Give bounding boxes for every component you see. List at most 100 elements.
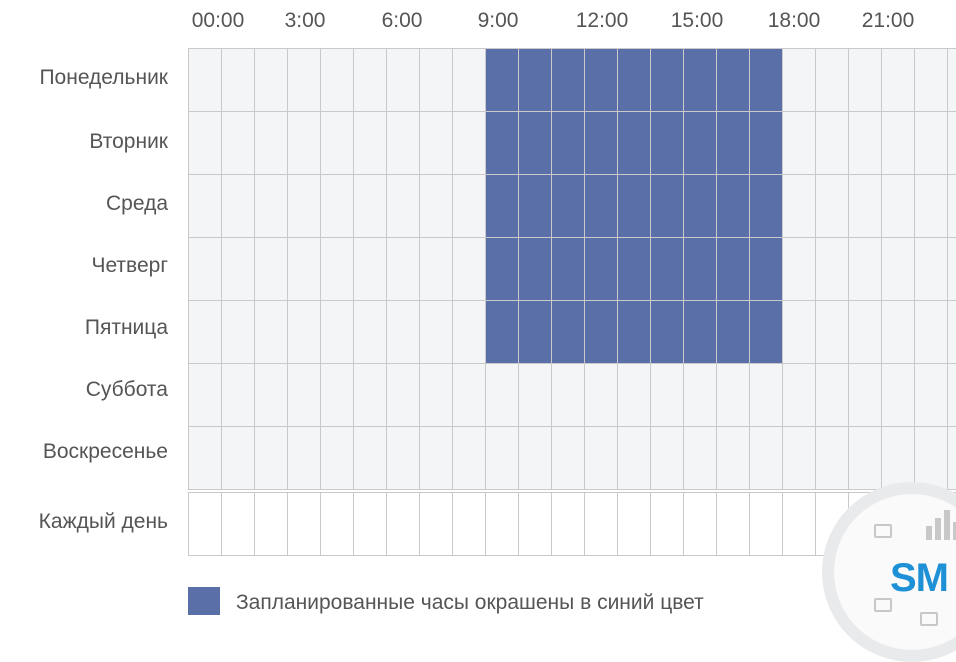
hour-cell[interactable] [684,301,716,363]
hour-cell[interactable] [783,238,815,300]
hour-cell[interactable] [420,427,452,489]
everyday-hour-cell[interactable] [750,493,782,555]
hour-cell[interactable] [453,427,485,489]
hour-cell[interactable] [717,301,749,363]
hour-cell[interactable] [222,112,254,174]
hour-cell[interactable] [354,364,386,426]
hour-cell[interactable] [519,301,551,363]
hour-cell[interactable] [552,301,584,363]
hour-cell[interactable] [948,112,956,174]
hour-cell[interactable] [684,238,716,300]
hour-cell[interactable] [288,112,320,174]
hour-cell[interactable] [255,112,287,174]
hour-cell[interactable] [717,175,749,237]
hour-cell[interactable] [948,175,956,237]
hour-cell[interactable] [915,49,947,111]
hour-cell[interactable] [420,112,452,174]
hour-cell[interactable] [717,238,749,300]
everyday-hour-cell[interactable] [420,493,452,555]
hour-cell[interactable] [552,175,584,237]
hour-cell[interactable] [189,238,221,300]
hour-cell[interactable] [849,49,881,111]
hour-cell[interactable] [321,112,353,174]
hour-cell[interactable] [255,427,287,489]
hour-cell[interactable] [321,364,353,426]
hour-cell[interactable] [486,49,518,111]
hour-cell[interactable] [222,364,254,426]
hour-cell[interactable] [453,301,485,363]
hour-cell[interactable] [519,49,551,111]
everyday-hour-cell[interactable] [189,493,221,555]
everyday-hour-cell[interactable] [255,493,287,555]
hour-cell[interactable] [882,49,914,111]
hour-cell[interactable] [783,427,815,489]
hour-cell[interactable] [651,112,683,174]
everyday-hour-cell[interactable] [288,493,320,555]
hour-cell[interactable] [387,301,419,363]
hour-cell[interactable] [750,238,782,300]
everyday-hour-cell[interactable] [684,493,716,555]
hour-cell[interactable] [453,238,485,300]
hour-cell[interactable] [519,112,551,174]
hour-cell[interactable] [783,175,815,237]
hour-cell[interactable] [684,364,716,426]
hour-cell[interactable] [816,238,848,300]
hour-cell[interactable] [651,301,683,363]
hour-cell[interactable] [486,301,518,363]
hour-cell[interactable] [618,364,650,426]
hour-cell[interactable] [387,238,419,300]
hour-cell[interactable] [387,49,419,111]
hour-cell[interactable] [915,364,947,426]
hour-cell[interactable] [354,175,386,237]
hour-cell[interactable] [486,112,518,174]
hour-cell[interactable] [288,175,320,237]
hour-cell[interactable] [486,364,518,426]
hour-cell[interactable] [717,112,749,174]
hour-cell[interactable] [849,112,881,174]
hour-cell[interactable] [453,112,485,174]
hour-cell[interactable] [585,49,617,111]
hour-cell[interactable] [453,364,485,426]
hour-cell[interactable] [750,364,782,426]
everyday-hour-cell[interactable] [519,493,551,555]
hour-cell[interactable] [255,301,287,363]
hour-cell[interactable] [717,427,749,489]
hour-cell[interactable] [585,427,617,489]
hour-cell[interactable] [750,427,782,489]
hour-cell[interactable] [255,175,287,237]
hour-cell[interactable] [420,238,452,300]
hour-cell[interactable] [420,301,452,363]
hour-cell[interactable] [585,112,617,174]
hour-cell[interactable] [882,175,914,237]
hour-cell[interactable] [618,427,650,489]
everyday-hour-cell[interactable] [618,493,650,555]
hour-cell[interactable] [750,112,782,174]
hour-cell[interactable] [882,427,914,489]
hour-cell[interactable] [882,238,914,300]
hour-cell[interactable] [816,175,848,237]
hour-cell[interactable] [750,301,782,363]
hour-cell[interactable] [222,301,254,363]
hour-cell[interactable] [849,364,881,426]
hour-cell[interactable] [486,427,518,489]
hour-cell[interactable] [585,364,617,426]
hour-cell[interactable] [321,238,353,300]
hour-cell[interactable] [585,238,617,300]
hour-cell[interactable] [585,175,617,237]
hour-cell[interactable] [486,238,518,300]
hour-cell[interactable] [321,49,353,111]
hour-cell[interactable] [552,364,584,426]
hour-cell[interactable] [651,49,683,111]
hour-cell[interactable] [717,364,749,426]
hour-cell[interactable] [387,175,419,237]
hour-cell[interactable] [189,175,221,237]
everyday-hour-cell[interactable] [354,493,386,555]
hour-cell[interactable] [255,49,287,111]
hour-cell[interactable] [915,175,947,237]
hour-cell[interactable] [420,175,452,237]
hour-cell[interactable] [288,301,320,363]
hour-cell[interactable] [552,427,584,489]
hour-cell[interactable] [750,175,782,237]
hour-cell[interactable] [552,238,584,300]
hour-cell[interactable] [816,427,848,489]
